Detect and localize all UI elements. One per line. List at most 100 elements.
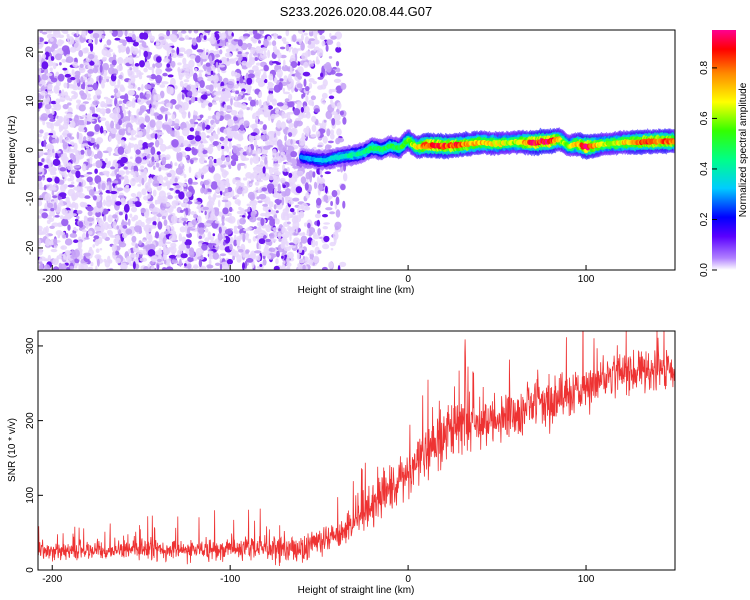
noise-speckle [137,87,141,91]
noise-speckle [126,100,134,108]
noise-speckle [254,250,262,254]
noise-speckle [288,132,293,137]
noise-speckle [118,211,123,216]
noise-speckle [142,142,149,150]
noise-speckle [78,221,84,228]
noise-speckle [273,77,278,84]
noise-speckle [244,260,248,270]
noise-speckle [283,168,287,173]
noise-speckle [160,202,167,211]
noise-speckle [104,260,111,268]
noise-speckle [136,191,142,199]
noise-speckle [234,84,239,89]
noise-speckle [328,95,335,100]
noise-speckle [143,266,149,270]
noise-speckle [179,226,186,233]
noise-speckle [286,266,291,270]
noise-speckle [328,261,334,269]
noise-speckle [140,165,145,169]
colorbar-tick-label: 0.8 [699,61,710,75]
noise-speckle [64,238,73,246]
noise-speckle [257,53,260,57]
noise-speckle [41,31,48,35]
noise-speckle [263,78,268,84]
noise-speckle [282,87,285,93]
noise-speckle [54,103,62,111]
noise-speckle [182,101,189,111]
noise-speckle [294,72,301,77]
noise-speckle [146,91,152,95]
noise-speckle [143,50,149,58]
noise-speckle [198,69,204,73]
noise-speckle [275,107,280,112]
noise-speckle [161,107,169,112]
noise-speckle [207,250,214,255]
noise-speckle [303,127,308,134]
noise-speckle [253,229,259,235]
noise-speckle [80,204,84,208]
colorbar-title: Normalized spectral amplitude [738,82,749,217]
noise-speckle [69,98,73,102]
noise-speckle [49,37,54,42]
noise-speckle [106,39,112,46]
noise-speckle [221,199,229,203]
noise-speckle [95,107,102,113]
noise-speckle [141,177,145,186]
noise-speckle [149,107,155,116]
noise-speckle [60,245,68,250]
noise-speckle [66,34,70,42]
noise-speckle [49,225,55,229]
noise-speckle [188,100,192,105]
noise-speckle [320,72,324,78]
noise-speckle [112,52,116,55]
noise-speckle [228,206,233,212]
noise-speckle [123,203,130,213]
noise-speckle [206,119,209,126]
noise-speckle [192,113,198,121]
noise-speckle [135,149,141,155]
spectrogram-x-axis: -200 -100 0 100 [42,265,595,285]
noise-speckle [147,66,155,71]
noise-speckle [122,232,128,239]
noise-speckle [170,60,176,68]
noise-speckle [143,45,149,48]
noise-speckle [166,48,170,58]
noise-speckle [109,30,113,34]
noise-speckle [163,176,169,181]
noise-speckle [200,187,205,194]
noise-speckle [87,230,93,235]
noise-speckle [286,111,295,115]
noise-speckle [243,36,249,39]
noise-speckle [87,119,95,122]
noise-speckle [174,177,178,183]
noise-speckle [148,31,152,39]
noise-speckle [166,30,171,37]
noise-speckle [303,78,307,88]
noise-speckle [67,102,72,106]
noise-speckle [318,183,324,192]
noise-speckle [94,254,102,259]
noise-speckle [127,248,131,254]
noise-speckle [290,61,298,68]
noise-speckle [236,254,242,263]
noise-speckle [52,148,55,153]
noise-speckle [309,250,315,255]
noise-speckle [143,225,149,231]
noise-speckle [203,179,210,186]
noise-speckle [237,51,242,55]
noise-speckle [116,64,124,72]
noise-speckle [239,119,243,125]
noise-speckle [272,218,276,227]
noise-speckle [189,49,192,54]
noise-speckle [250,210,256,218]
noise-speckle [193,30,199,34]
noise-speckle [272,40,277,47]
noise-speckle [322,135,328,144]
noise-speckle [230,97,233,106]
noise-speckle [101,182,106,191]
noise-speckle [96,137,104,144]
noise-speckle [141,83,144,92]
noise-speckle [81,229,87,233]
noise-speckle [218,97,224,104]
